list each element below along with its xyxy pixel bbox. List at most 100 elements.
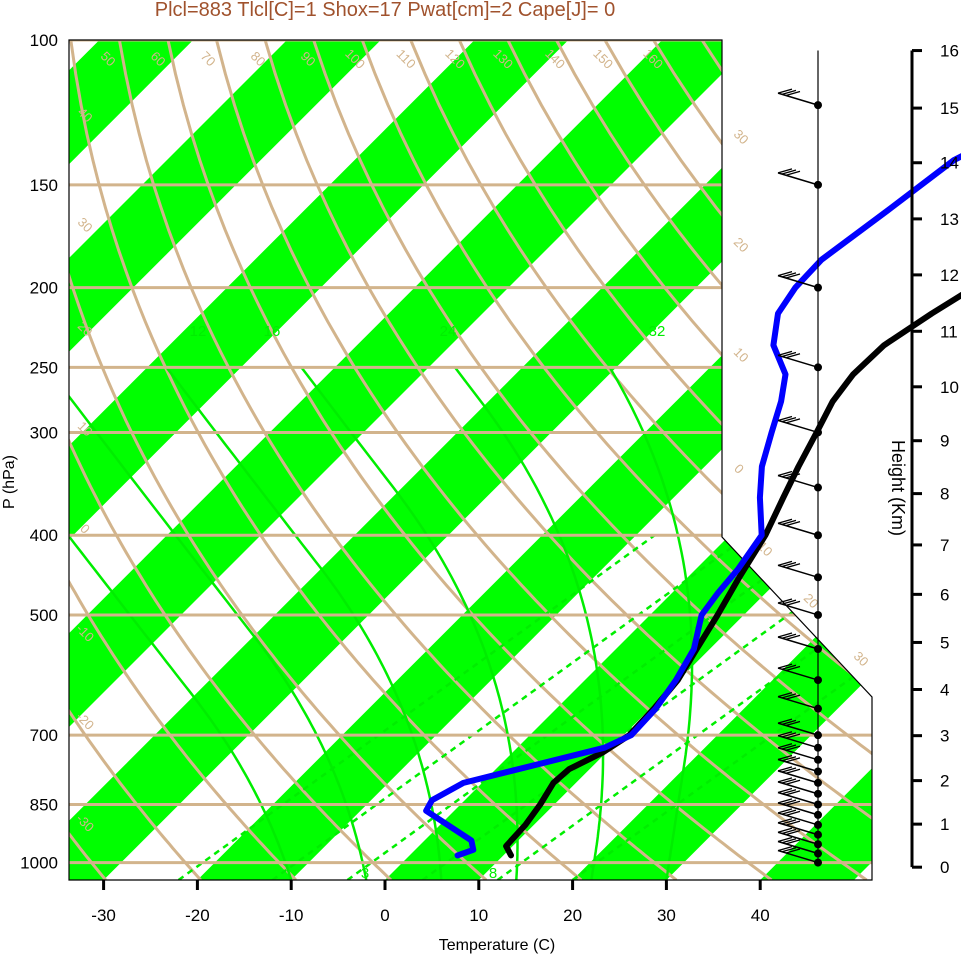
- isotherm-label: 20: [731, 234, 752, 255]
- wind-barb-feather: [781, 633, 797, 639]
- wind-barb-feather: [785, 733, 801, 739]
- temperature-profile: [503, 291, 961, 859]
- wind-barb-feather: [777, 663, 793, 669]
- moist-adiabat: [165, 366, 443, 880]
- dewpoint-point: [675, 679, 677, 681]
- wind-barb-feather: [781, 561, 797, 568]
- wind-barb-feather: [781, 744, 797, 750]
- temperature-point: [524, 824, 526, 826]
- wind-barb-feather: [785, 473, 801, 479]
- pressure-tick-label: 850: [30, 796, 58, 815]
- wind-barb-feather: [777, 270, 793, 277]
- wind-barb-feather: [785, 820, 801, 826]
- x-tick-label: -30: [91, 906, 116, 925]
- mixing-ratio-label: 32: [649, 323, 666, 340]
- wind-barb: [777, 274, 819, 289]
- pressure-tick-label: 150: [30, 176, 58, 195]
- temperature-point: [738, 576, 740, 578]
- wind-barb-feather: [781, 767, 797, 773]
- x-tick-label: -10: [279, 906, 304, 925]
- y2-axis-label: Height (Km): [888, 440, 908, 536]
- height-tick-label: 13: [940, 210, 959, 229]
- height-tick-label: 8: [940, 485, 949, 504]
- dry-adiabat: [69, 40, 202, 880]
- wind-barb-feather: [781, 778, 797, 784]
- temperature-axis: -30 -20 -10 0 10 20 30 40: [91, 880, 770, 925]
- sounding-series: [423, 153, 961, 859]
- dewpoint-point: [953, 159, 955, 161]
- x-tick-label: 30: [657, 906, 676, 925]
- wind-barb-column: [777, 50, 822, 867]
- wind-barb-feather: [777, 692, 793, 698]
- wind-barb-feather: [785, 848, 801, 854]
- wind-barb-feather: [781, 272, 797, 278]
- dewpoint-point: [470, 840, 472, 841]
- temperature-point: [602, 752, 603, 754]
- wind-barb-feather: [777, 415, 793, 422]
- x-axis-label: Temperature (C): [439, 937, 555, 954]
- dewpoint-point: [785, 373, 786, 375]
- wind-barb-feather: [777, 560, 793, 566]
- moist-adiabat: [69, 366, 368, 880]
- dewpoint-point: [462, 782, 464, 784]
- height-tick-label: 10: [940, 378, 959, 397]
- isotherm-label: 10: [731, 344, 752, 365]
- pressure-tick-label: 200: [30, 279, 58, 298]
- wind-barb-feather: [777, 632, 793, 638]
- wind-barb-feather: [777, 350, 793, 356]
- wind-barb: [777, 602, 819, 616]
- chart-title: Plcl=883 Tlcl[C]=1 Shox=17 Pwat[cm]=2 Ca…: [155, 0, 615, 21]
- dry-adiabat: [69, 40, 393, 880]
- temperature-point: [798, 466, 799, 467]
- temperature-point: [931, 313, 933, 314]
- dewpoint-point: [759, 497, 761, 499]
- dry-adiabat: [263, 40, 872, 880]
- wind-barb: [777, 822, 819, 836]
- wind-barb-feather: [785, 839, 801, 845]
- wind-barb-feather: [785, 800, 801, 806]
- wind-barb: [777, 722, 819, 736]
- height-tick-label: 9: [940, 432, 949, 451]
- wind-barb-feather: [781, 828, 797, 835]
- wind-barb-feather: [785, 170, 801, 176]
- dry-adiabat: [215, 40, 868, 880]
- wind-barb-feather: [781, 169, 797, 175]
- isotherm-label: 30: [731, 126, 752, 147]
- x-tick-label: 40: [751, 906, 770, 925]
- wind-barb: [777, 747, 819, 761]
- dewpoint-point: [717, 592, 719, 594]
- wind-barb: [777, 831, 819, 845]
- pressure-tick-label: 400: [30, 526, 58, 545]
- wind-barb: [777, 734, 819, 749]
- wind-barb: [777, 636, 819, 650]
- wind-barb: [777, 791, 819, 806]
- mixing-ratio-line: [271, 534, 750, 880]
- wind-barb-feather: [785, 353, 801, 359]
- wind-barb: [777, 522, 819, 536]
- wind-barb-feather: [785, 694, 801, 700]
- dry-adiabat: [117, 40, 678, 880]
- moist-adiabat: [608, 366, 694, 880]
- moist-adiabat: [453, 366, 605, 880]
- wind-barb-feather: [777, 818, 793, 824]
- wind-barb: [777, 419, 819, 434]
- dewpoint-point: [772, 344, 774, 346]
- dry-adiabat: [69, 40, 488, 880]
- mixing-ratio-line: [346, 534, 825, 880]
- dewpoint-point: [777, 313, 779, 314]
- mixing-ratio-label: 12: [190, 323, 207, 340]
- pressure-axis: 100 150 200 250 300 400 500 700 850 1000: [20, 31, 58, 873]
- pressure-tick-label: 1000: [20, 854, 58, 873]
- pressure-tick-label: 700: [30, 726, 58, 745]
- temperature-point: [832, 400, 834, 402]
- isotherm-band: [69, 40, 756, 880]
- wind-barb-feather: [777, 777, 793, 783]
- dry-adiabat: [166, 40, 773, 880]
- pressure-tick-label: 100: [30, 31, 58, 50]
- dry-adiabat: [69, 40, 297, 880]
- wind-barb-feather: [777, 754, 793, 761]
- wind-barb-feather: [781, 472, 797, 478]
- height-tick-label: 14: [940, 154, 959, 173]
- wind-barb-feather: [785, 768, 801, 774]
